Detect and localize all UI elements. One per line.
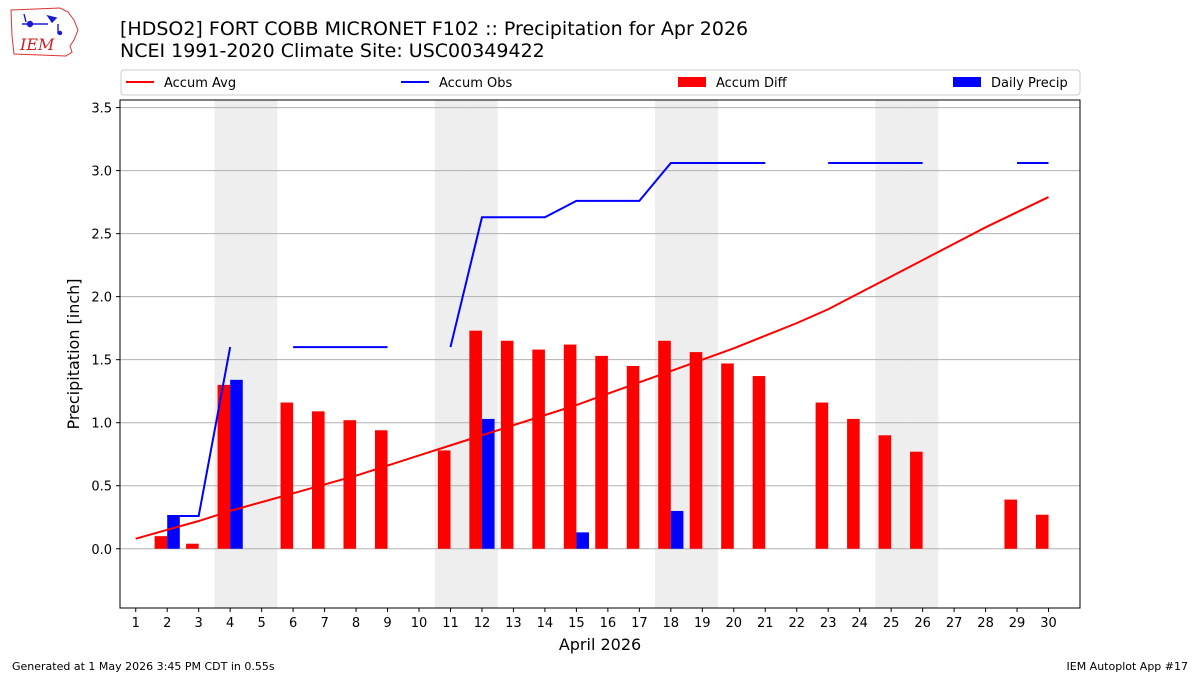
x-tick-label: 16	[600, 616, 617, 631]
daily-precip-bar	[230, 379, 243, 549]
accum-avg-line	[135, 196, 1049, 540]
accum-diff-bar	[186, 543, 199, 549]
x-tick-label: 23	[820, 616, 837, 631]
accum-diff-bar	[847, 418, 860, 549]
legend-swatch-bar	[678, 77, 706, 87]
x-tick-label: 6	[289, 616, 297, 631]
x-tick-label: 21	[757, 616, 774, 631]
x-tick-label: 10	[411, 616, 428, 631]
accum-diff-bar	[595, 355, 608, 549]
accum-diff-bar	[217, 384, 231, 549]
x-tick-label: 26	[914, 616, 931, 631]
x-tick-label: 1	[132, 616, 140, 631]
accum-obs-line	[167, 346, 232, 517]
daily-precip-bar	[481, 418, 495, 549]
accum-diff-bar	[469, 330, 482, 549]
legend-label: Accum Diff	[716, 76, 788, 91]
x-tick-label: 4	[226, 616, 234, 631]
x-tick-label: 20	[725, 616, 742, 631]
x-tick-label: 19	[694, 616, 711, 631]
legend-label: Daily Precip	[991, 76, 1068, 91]
y-tick-label: 1.0	[91, 417, 112, 432]
x-tick-label: 5	[257, 616, 265, 631]
accum-diff-bar	[374, 430, 388, 549]
app-footer: IEM Autoplot App #17	[1066, 660, 1189, 673]
chart-title: [HDSO2] FORT COBB MICRONET F102 :: Preci…	[120, 18, 749, 40]
chart-subtitle: NCEI 1991-2020 Climate Site: USC00349422	[120, 40, 545, 62]
accum-diff-bar	[437, 450, 451, 549]
y-tick-label: 0.0	[91, 543, 112, 558]
daily-precip-bar	[167, 515, 180, 549]
x-tick-label: 24	[851, 616, 868, 631]
y-tick-label: 0.5	[91, 480, 112, 495]
x-tick-label: 29	[1009, 616, 1026, 631]
x-tick-label: 15	[568, 616, 585, 631]
accum-diff-bar	[280, 402, 294, 549]
x-tick-label: 14	[537, 616, 554, 631]
accum-obs-line	[449, 162, 766, 348]
accum-diff-bar	[878, 435, 892, 549]
daily-precip-bar	[670, 510, 684, 549]
y-tick-label: 1.5	[91, 354, 112, 369]
accum-diff-bar	[563, 344, 577, 549]
accum-diff-bar	[1004, 499, 1018, 549]
x-tick-label: 27	[946, 616, 963, 631]
legend-box	[120, 69, 1081, 96]
x-axis-label: April 2026	[559, 635, 641, 654]
x-tick-label: 17	[631, 616, 648, 631]
accum-diff-bar	[343, 420, 357, 549]
accum-diff-bar	[658, 340, 671, 549]
accum-diff-bar	[752, 376, 766, 549]
x-tick-label: 13	[505, 616, 522, 631]
x-tick-label: 18	[663, 616, 680, 631]
accum-diff-bar	[312, 411, 325, 549]
y-tick-label: 2.5	[91, 228, 112, 243]
legend-label: Accum Avg	[164, 76, 236, 91]
accum-diff-bar	[689, 352, 703, 549]
y-tick-label: 3.5	[91, 102, 112, 117]
iowa-outline-icon	[10, 7, 79, 57]
weekend-shade	[245, 100, 278, 608]
logo-text: IEM	[19, 35, 55, 54]
accum-diff-bar	[154, 536, 168, 549]
accum-diff-bar	[532, 349, 545, 549]
x-tick-label: 9	[383, 616, 391, 631]
accum-diff-bar	[721, 363, 734, 549]
x-tick-label: 30	[1040, 616, 1057, 631]
legend-swatch-bar	[953, 77, 981, 87]
x-tick-label: 12	[474, 616, 491, 631]
daily-precip-bar	[576, 532, 589, 549]
x-tick-label: 11	[442, 616, 459, 631]
x-tick-label: 25	[883, 616, 900, 631]
x-tick-label: 2	[163, 616, 171, 631]
x-tick-label: 3	[195, 616, 203, 631]
plot-frame	[119, 99, 1081, 609]
y-axis-label: Precipitation [inch]	[64, 278, 83, 429]
weather-station-icon	[22, 13, 63, 36]
accum-diff-bar	[1035, 514, 1049, 549]
accum-diff-bar	[815, 402, 829, 549]
y-tick-label: 2.0	[91, 291, 112, 306]
accum-diff-bar	[910, 451, 923, 549]
y-tick-label: 3.0	[91, 165, 112, 180]
accum-diff-bar	[500, 340, 514, 549]
x-tick-label: 7	[320, 616, 328, 631]
x-tick-label: 8	[352, 616, 360, 631]
x-tick-label: 22	[788, 616, 805, 631]
legend-label: Accum Obs	[439, 76, 512, 91]
accum-diff-bar	[626, 365, 640, 549]
x-tick-label: 28	[977, 616, 994, 631]
generated-footer: Generated at 1 May 2026 3:45 PM CDT in 0…	[12, 660, 275, 673]
iem-logo: IEM	[10, 7, 79, 57]
